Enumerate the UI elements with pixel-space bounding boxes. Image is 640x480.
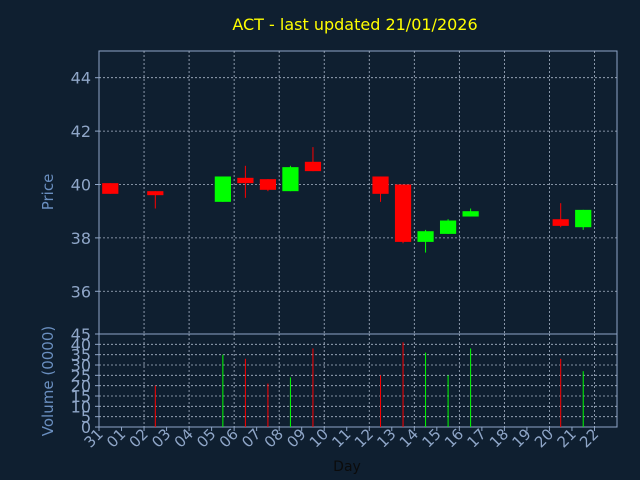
candle-body bbox=[462, 211, 479, 217]
candle-body bbox=[304, 161, 322, 172]
volume-tick-label: 25 bbox=[71, 366, 91, 385]
price-panel: 36 38 40 42 44 bbox=[71, 50, 618, 335]
candle bbox=[259, 179, 277, 192]
candle-body bbox=[282, 167, 299, 192]
volume-tick-label: 45 bbox=[71, 325, 91, 344]
candle bbox=[394, 184, 412, 244]
candle bbox=[439, 219, 457, 234]
volume-tick-label: 0 bbox=[81, 418, 91, 437]
price-tick-label: 36 bbox=[71, 282, 91, 301]
candle-body bbox=[259, 179, 277, 190]
candle bbox=[304, 147, 322, 172]
candle bbox=[214, 176, 231, 202]
candle bbox=[552, 203, 569, 228]
candle bbox=[372, 176, 389, 202]
price-tick-label: 38 bbox=[71, 229, 91, 248]
candle bbox=[147, 191, 164, 209]
candle-body bbox=[552, 219, 569, 226]
price-tick-label: 40 bbox=[71, 175, 91, 194]
candle-body bbox=[147, 191, 164, 196]
volume-tick-label: 20 bbox=[71, 377, 91, 396]
volume-tick-label: 30 bbox=[71, 356, 91, 375]
volume-axis-label: Volume (0000) bbox=[39, 326, 57, 436]
candle bbox=[575, 209, 592, 230]
volume-tick-label: 40 bbox=[71, 335, 91, 354]
candle-body bbox=[102, 183, 119, 194]
price-axis-label: Price bbox=[39, 174, 57, 211]
candle-body bbox=[237, 177, 254, 184]
day-axis-label: Day bbox=[333, 459, 361, 475]
volume-tick-label: 5 bbox=[81, 408, 91, 427]
volume-plot-frame bbox=[98, 333, 618, 428]
candle-body bbox=[214, 176, 231, 202]
candle-body bbox=[439, 220, 457, 234]
day-tick-label: 22 bbox=[576, 425, 602, 451]
volume-tick-label: 10 bbox=[71, 397, 91, 416]
candle bbox=[102, 183, 119, 194]
candle-body bbox=[394, 184, 412, 242]
candle bbox=[237, 165, 254, 198]
candle bbox=[417, 229, 434, 253]
candle-body bbox=[575, 209, 592, 228]
candle bbox=[282, 165, 299, 192]
price-tick-label: 44 bbox=[71, 69, 91, 88]
price-tick-label: 42 bbox=[71, 122, 91, 141]
x-axis-ticks: 3101020304050607080910111213141516171819… bbox=[81, 425, 603, 451]
chart-title: ACT - last updated 21/01/2026 bbox=[232, 15, 477, 34]
volume-tick-label: 35 bbox=[71, 346, 91, 365]
candle bbox=[462, 208, 479, 217]
volume-tick-label: 15 bbox=[71, 387, 91, 406]
candle-body bbox=[372, 176, 389, 194]
candle-body bbox=[417, 231, 434, 242]
